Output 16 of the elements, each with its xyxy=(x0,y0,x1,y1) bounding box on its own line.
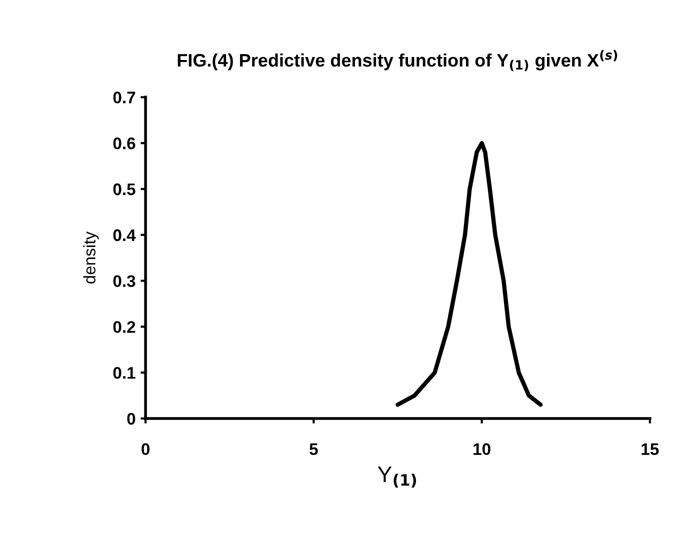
y-tick-label: 0 xyxy=(127,412,136,425)
x-axis-title: Y$_{(1)}$ xyxy=(378,466,416,488)
y-tick-label: 0.5 xyxy=(113,183,136,196)
x-tick-label: 10 xyxy=(474,443,490,456)
y-axis-title: density xyxy=(83,231,99,284)
x-tick-label: 0 xyxy=(142,443,150,456)
chart-title: FIG.(4) Predictive density function of Y$_{(1)}$ given X$^{(s)}$ xyxy=(178,50,618,72)
y-tick-label: 0.3 xyxy=(113,275,136,288)
line-series xyxy=(396,141,543,407)
x-tick-label: 15 xyxy=(642,443,659,456)
y-tick-label: 0.1 xyxy=(113,367,136,379)
y-tick-label: 0.4 xyxy=(113,229,136,242)
y-tick-label: 0.6 xyxy=(113,138,136,150)
y-tick-label: 0.2 xyxy=(113,321,136,333)
x-tick-label: 5 xyxy=(310,443,318,456)
y-tick-label: 0.7 xyxy=(113,92,136,104)
